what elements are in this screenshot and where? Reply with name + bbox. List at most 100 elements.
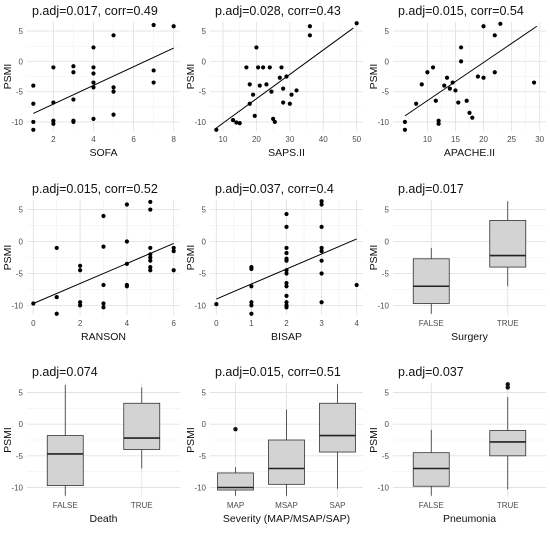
box-body: [489, 220, 527, 268]
data-point: [54, 295, 59, 300]
y-tick-label: -5: [16, 88, 24, 97]
x-tick-label: FALSE: [419, 319, 444, 328]
y-tick-label: 5: [385, 389, 390, 398]
y-tick-label: -10: [194, 301, 206, 310]
regression-line: [33, 47, 174, 114]
x-axis-label: SAPS.II: [268, 147, 305, 159]
data-point: [261, 65, 266, 70]
x-tick-label: 10: [423, 135, 432, 144]
data-point: [31, 101, 36, 106]
box-body: [412, 452, 450, 487]
data-point: [294, 88, 299, 93]
x-tick-label: SAP: [329, 501, 345, 510]
data-point: [111, 85, 116, 90]
y-tick-label: -10: [11, 484, 23, 493]
x-tick-label: MAP: [227, 501, 244, 510]
data-point: [91, 80, 96, 85]
y-tick-label: -10: [11, 118, 23, 127]
data-point: [284, 258, 289, 263]
y-tick-label: -10: [194, 118, 206, 127]
y-tick-label: -10: [11, 301, 23, 310]
y-axis-label: PSMI: [2, 427, 14, 453]
data-point: [284, 305, 289, 310]
y-axis-label: PSMI: [185, 427, 197, 453]
data-point: [249, 300, 254, 305]
x-axis-label: APACHE.II: [444, 147, 495, 159]
outlier-point: [505, 385, 510, 390]
data-point: [287, 101, 292, 106]
y-axis-label: PSMI: [2, 245, 14, 271]
data-point: [267, 65, 272, 70]
data-point: [319, 271, 324, 276]
y-tick-label: 5: [202, 206, 207, 215]
panel-7: p.adj=0.074 -10 -5 0 5 PSMI Death FALSE TRUE: [2, 365, 180, 525]
gridlines: [27, 22, 180, 131]
data-point: [148, 255, 153, 260]
data-points: [31, 22, 176, 132]
outlier-point: [505, 382, 510, 387]
data-point: [456, 100, 461, 105]
box-false: [46, 384, 84, 496]
x-axis-label: Surgery: [451, 331, 489, 343]
data-point: [402, 127, 408, 132]
data-point: [51, 121, 56, 126]
data-point: [492, 70, 497, 75]
data-point: [264, 82, 269, 87]
y-axis-label: PSMI: [368, 64, 380, 90]
panel-2: p.adj=0.028, corr=0.43 -10 -5 0 5 PSMI SAPS.II…: [185, 4, 363, 159]
x-tick-label: MSAP: [275, 501, 298, 510]
data-point: [148, 245, 153, 251]
data-point: [91, 65, 96, 70]
y-tick-label: 5: [19, 389, 24, 398]
panel-title: p.adj=0.074: [32, 365, 98, 379]
data-point: [458, 59, 464, 64]
panel-3: p.adj=0.015, corr=0.54 -10 -5 0 5 PSMI APACHE.…: [368, 4, 546, 159]
x-tick-label: 20: [479, 135, 488, 144]
data-point: [464, 98, 469, 103]
y-tick-label: -10: [377, 118, 389, 127]
x-tick-label: 10: [219, 135, 228, 144]
data-point: [419, 82, 424, 87]
data-point: [148, 258, 153, 263]
x-tick-label: 2: [78, 319, 83, 328]
data-point: [111, 33, 116, 38]
y-axis-label: PSMI: [2, 64, 14, 90]
data-point: [31, 127, 36, 132]
box-body: [319, 402, 356, 453]
y-tick-label: 5: [385, 206, 390, 215]
data-point: [307, 33, 312, 38]
data-point: [492, 33, 497, 38]
y-tick-label: -5: [382, 269, 390, 278]
data-point: [101, 244, 106, 249]
data-point: [433, 98, 438, 103]
data-point: [281, 86, 286, 91]
data-point: [319, 199, 324, 204]
data-point: [531, 80, 537, 85]
data-point: [319, 202, 324, 207]
data-point: [284, 284, 289, 289]
data-point: [307, 24, 312, 29]
regression-line: [216, 27, 354, 129]
data-point: [101, 301, 106, 306]
data-point: [475, 74, 481, 79]
data-point: [279, 65, 284, 70]
y-tick-label: -5: [382, 88, 390, 97]
y-axis-label: PSMI: [368, 427, 380, 453]
data-point: [249, 303, 254, 308]
y-tick-label: 0: [202, 57, 207, 66]
y-tick-label: 5: [202, 389, 207, 398]
y-tick-label: -10: [377, 301, 389, 310]
data-point: [269, 89, 274, 94]
x-tick-label: 15: [451, 135, 460, 144]
data-point: [148, 207, 153, 212]
data-point: [414, 101, 419, 106]
data-point: [354, 282, 359, 288]
x-tick-label: FALSE: [419, 501, 444, 510]
y-tick-label: 0: [19, 57, 24, 66]
panel-title: p.adj=0.037, corr=0.4: [215, 182, 334, 196]
data-point: [124, 239, 129, 244]
data-point: [458, 45, 464, 50]
data-point: [91, 116, 96, 121]
data-point: [111, 89, 116, 94]
